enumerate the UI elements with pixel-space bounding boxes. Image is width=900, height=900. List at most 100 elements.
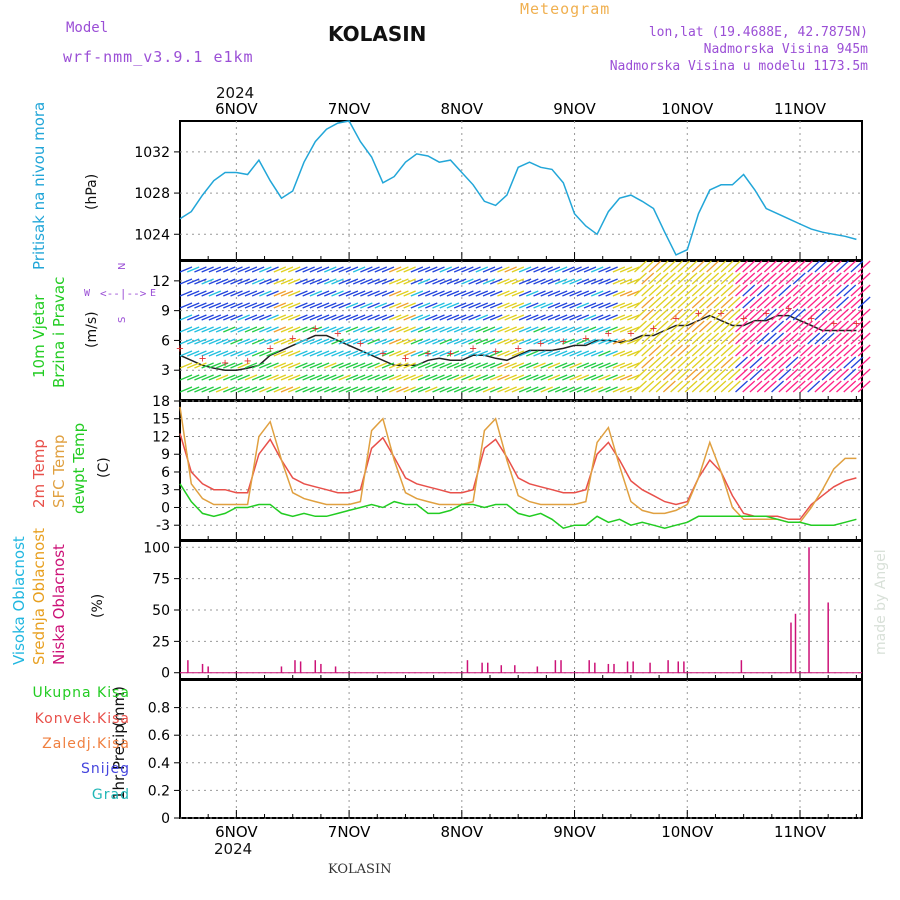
wind-barb (489, 374, 503, 381)
wind-barb (259, 362, 272, 369)
wind-barb (627, 302, 640, 309)
wind-barb (655, 308, 669, 321)
wind-barb (266, 326, 279, 333)
wind-barb (590, 314, 604, 321)
wind-barb (215, 386, 229, 393)
wind-barb (619, 338, 633, 345)
wind-barb (720, 320, 734, 333)
wind-barb (381, 374, 395, 381)
wind-barb (244, 386, 258, 393)
wind-barb (749, 320, 763, 333)
wind-barb (374, 290, 388, 297)
wind-barb (554, 386, 568, 393)
wind-barb (562, 350, 575, 357)
xtick-label-top-0: 6NOV (215, 100, 258, 118)
wind-barb (396, 302, 409, 309)
wind-barb (302, 374, 315, 381)
wind-barb (518, 290, 532, 297)
wind-barb (792, 380, 806, 393)
wind-barb (691, 332, 705, 345)
wind-barb (381, 266, 395, 273)
wind-barb (215, 326, 229, 333)
wind-barb (836, 368, 849, 381)
wind-barb (367, 350, 380, 357)
legend-konvek-kisa: Konvek.Kisa (34, 711, 130, 727)
wind-barb (230, 350, 243, 357)
compass-e-label: E (150, 288, 157, 299)
wind-barb (208, 374, 222, 381)
wind-barb (655, 272, 669, 285)
wind-barb (179, 326, 193, 333)
wind-barb (684, 320, 698, 333)
wind-barb (208, 302, 222, 309)
wind-barb (410, 314, 424, 321)
wind-barb (540, 290, 553, 297)
wind-barb (273, 362, 287, 369)
wind-barb (360, 326, 373, 333)
wind-barb (562, 314, 575, 321)
ytick-label-cloudiness-2: 50 (152, 603, 170, 619)
wind-barb (533, 386, 546, 393)
wind-barb (223, 278, 236, 285)
wind-barb (186, 386, 200, 393)
wind-barb (807, 380, 821, 393)
wind-barb (554, 362, 568, 369)
wind-barb (655, 380, 669, 393)
ytick-label-temperature-0: -3 (156, 518, 170, 534)
wind-barb (237, 290, 250, 297)
wind-barb (352, 278, 366, 285)
wind-barb (706, 368, 720, 381)
wind-barb (735, 260, 748, 273)
wind-barb (814, 320, 828, 333)
wind-barb (778, 380, 792, 393)
wind-barb (410, 302, 424, 309)
wind-barb (742, 380, 756, 393)
wind-barb (417, 266, 431, 273)
wind-barb (194, 314, 207, 321)
wind-barb (590, 302, 604, 309)
wind-barb (627, 266, 640, 273)
wind-barb (590, 362, 604, 369)
wind-barb (547, 278, 561, 285)
wind-barb (403, 338, 416, 345)
wind-barb (677, 296, 691, 309)
wind-barb (511, 362, 525, 369)
wind-barb (756, 356, 770, 369)
wind-barb (446, 374, 460, 381)
wind-barb (562, 326, 575, 333)
wind-barb (576, 386, 590, 393)
wind-barb (468, 338, 481, 345)
wind-barb (208, 290, 222, 297)
wind-barb (374, 386, 388, 393)
wind-barb (511, 314, 525, 321)
wind-barb (540, 362, 553, 369)
wind-barb (641, 380, 655, 393)
wind-barb (850, 284, 864, 297)
wind-barb (201, 266, 214, 273)
wind-barb (468, 302, 481, 309)
wind-barb (612, 278, 626, 285)
wind-barb (309, 374, 323, 381)
wind-barb (677, 320, 691, 333)
elevation-text: Nadmorska Visina 945m (703, 42, 868, 57)
wind-barb (439, 290, 452, 297)
wind-barb (662, 380, 676, 393)
wind-barb (345, 338, 359, 345)
wind-barb (295, 362, 308, 369)
wind-barb (771, 344, 785, 357)
wind-barb (662, 320, 676, 333)
wind-barb (360, 362, 373, 369)
wind-barb (381, 290, 395, 297)
wind-barb (367, 374, 380, 381)
wind-barb (439, 350, 452, 357)
wind-barb (706, 272, 720, 285)
wind-barb (302, 290, 315, 297)
wind-barb (598, 290, 611, 297)
wind-barb (792, 368, 806, 381)
ytick-label-pressure-2: 1032 (134, 145, 170, 161)
wind-barb (280, 290, 294, 297)
wind-barb (598, 362, 611, 369)
wind-barb (468, 326, 481, 333)
wind-barb (259, 302, 272, 309)
wind-barb (727, 332, 741, 345)
